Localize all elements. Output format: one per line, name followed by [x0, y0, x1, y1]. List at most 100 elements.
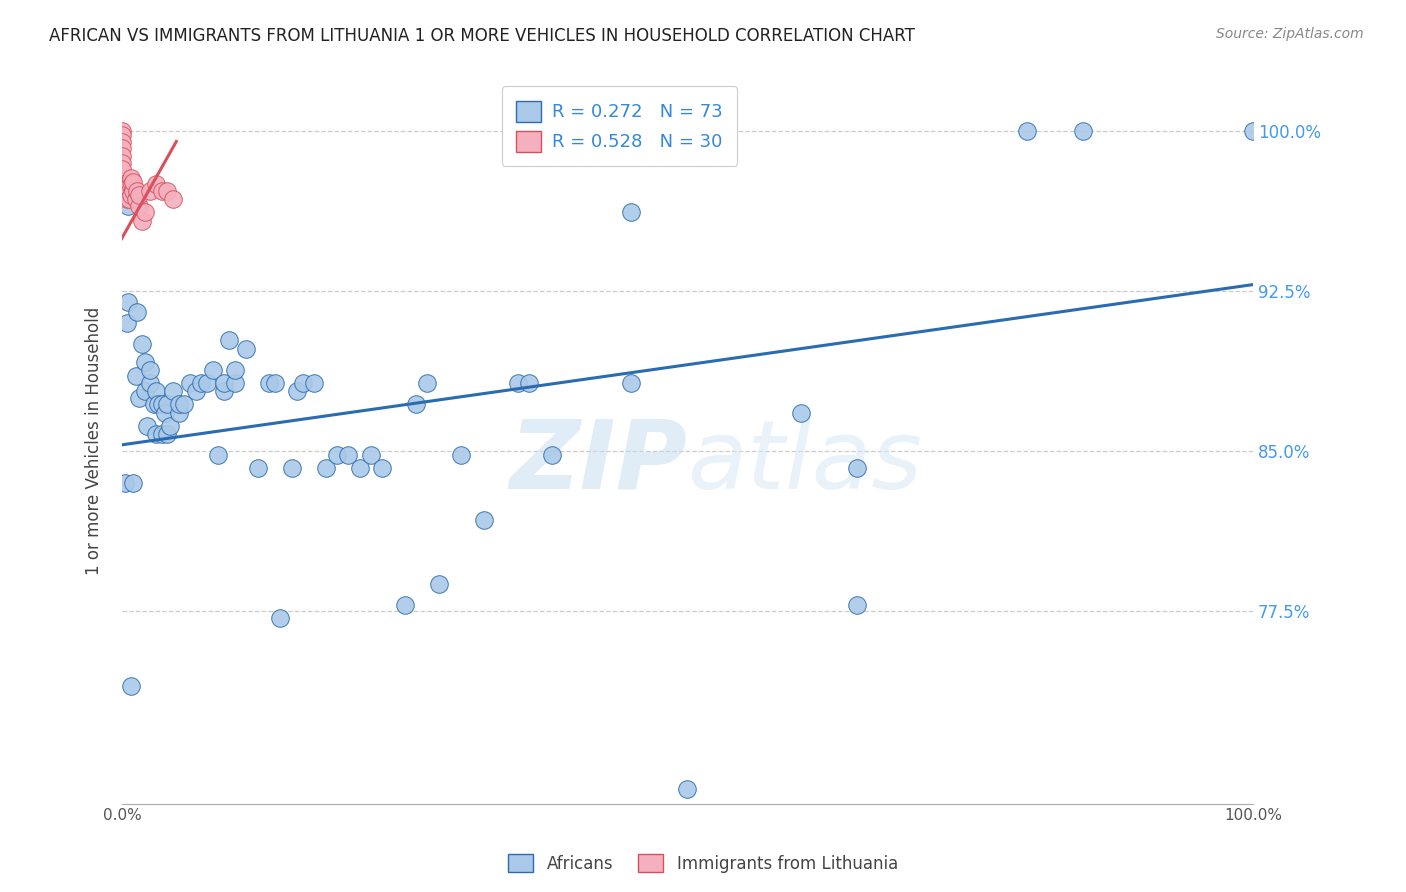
Point	[145, 427, 167, 442]
Point	[846, 598, 869, 612]
Point	[394, 598, 416, 612]
Point	[118, 178, 141, 192]
Point	[120, 188, 142, 202]
Point	[212, 376, 235, 390]
Legend: Africans, Immigrants from Lithuania: Africans, Immigrants from Lithuania	[502, 847, 904, 880]
Point	[150, 427, 173, 442]
Point	[120, 170, 142, 185]
Point	[145, 178, 167, 192]
Point	[128, 198, 150, 212]
Point	[224, 363, 246, 377]
Point	[111, 141, 134, 155]
Point	[540, 449, 562, 463]
Text: Source: ZipAtlas.com: Source: ZipAtlas.com	[1216, 27, 1364, 41]
Point	[405, 397, 427, 411]
Point	[121, 178, 143, 192]
Y-axis label: 1 or more Vehicles in Household: 1 or more Vehicles in Household	[86, 307, 103, 574]
Point	[139, 376, 162, 390]
Text: AFRICAN VS IMMIGRANTS FROM LITHUANIA 1 OR MORE VEHICLES IN HOUSEHOLD CORRELATION: AFRICAN VS IMMIGRANTS FROM LITHUANIA 1 O…	[49, 27, 915, 45]
Point	[124, 192, 146, 206]
Point	[150, 184, 173, 198]
Point	[120, 679, 142, 693]
Point	[125, 184, 148, 198]
Point	[190, 376, 212, 390]
Point	[111, 149, 134, 163]
Point	[1071, 124, 1094, 138]
Point	[218, 333, 240, 347]
Point	[122, 175, 145, 189]
Point	[427, 576, 450, 591]
Point	[115, 192, 138, 206]
Point	[150, 397, 173, 411]
Point	[156, 397, 179, 411]
Point	[280, 461, 302, 475]
Point	[131, 213, 153, 227]
Point	[145, 384, 167, 399]
Legend: R = 0.272   N = 73, R = 0.528   N = 30: R = 0.272 N = 73, R = 0.528 N = 30	[502, 87, 738, 166]
Point	[117, 178, 139, 192]
Point	[1015, 124, 1038, 138]
Point	[117, 198, 139, 212]
Point	[326, 449, 349, 463]
Point	[201, 363, 224, 377]
Point	[134, 205, 156, 219]
Point	[124, 369, 146, 384]
Point	[131, 337, 153, 351]
Point	[846, 461, 869, 475]
Point	[114, 476, 136, 491]
Point	[134, 354, 156, 368]
Point	[112, 178, 135, 192]
Point	[153, 406, 176, 420]
Point	[349, 461, 371, 475]
Point	[111, 128, 134, 142]
Point	[291, 376, 314, 390]
Point	[620, 205, 643, 219]
Point	[117, 294, 139, 309]
Point	[159, 418, 181, 433]
Point	[269, 611, 291, 625]
Point	[114, 184, 136, 198]
Point	[156, 184, 179, 198]
Point	[246, 461, 269, 475]
Point	[207, 449, 229, 463]
Point	[257, 376, 280, 390]
Point	[212, 384, 235, 399]
Point	[167, 397, 190, 411]
Point	[620, 376, 643, 390]
Point	[122, 476, 145, 491]
Point	[450, 449, 472, 463]
Text: atlas: atlas	[688, 416, 922, 508]
Point	[472, 512, 495, 526]
Point	[111, 135, 134, 149]
Point	[235, 342, 257, 356]
Point	[506, 376, 529, 390]
Point	[115, 316, 138, 330]
Point	[263, 376, 285, 390]
Point	[167, 406, 190, 420]
Point	[142, 397, 165, 411]
Point	[1241, 124, 1264, 138]
Point	[360, 449, 382, 463]
Point	[337, 449, 360, 463]
Point	[128, 188, 150, 202]
Text: ZIP: ZIP	[509, 416, 688, 508]
Point	[285, 384, 308, 399]
Point	[156, 427, 179, 442]
Point	[134, 384, 156, 399]
Point	[179, 376, 201, 390]
Point	[162, 192, 184, 206]
Point	[111, 156, 134, 170]
Point	[195, 376, 218, 390]
Point	[128, 391, 150, 405]
Point	[118, 192, 141, 206]
Point	[789, 406, 811, 420]
Point	[139, 363, 162, 377]
Point	[136, 418, 159, 433]
Point	[184, 384, 207, 399]
Point	[676, 781, 699, 796]
Point	[139, 184, 162, 198]
Point	[117, 184, 139, 198]
Point	[315, 461, 337, 475]
Point	[517, 376, 540, 390]
Point	[125, 305, 148, 319]
